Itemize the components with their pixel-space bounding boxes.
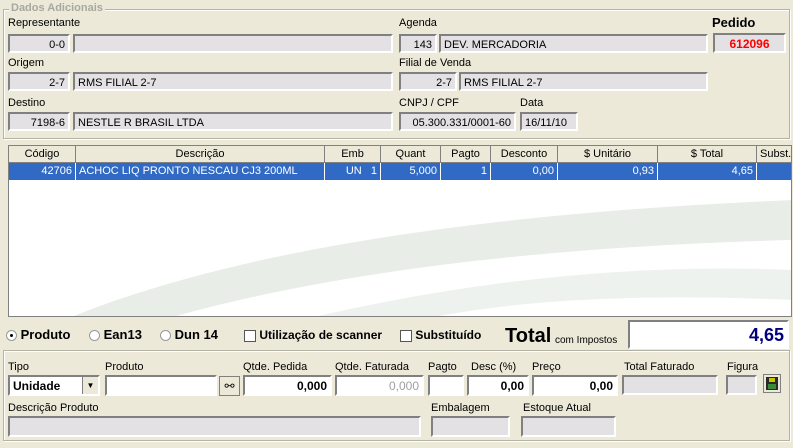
origem-label: Origem	[8, 57, 45, 69]
radio-ean13[interactable]: Ean13	[89, 327, 142, 342]
col-quant[interactable]: Quant	[381, 146, 441, 163]
cell-desconto: 0,00	[491, 163, 558, 180]
estoque-label: Estoque Atual	[523, 402, 591, 414]
produto-input[interactable]	[105, 375, 217, 396]
descricao-produto-field	[8, 416, 421, 437]
agenda-code: 143	[399, 34, 437, 53]
pagto-label: Pagto	[428, 361, 457, 373]
total-faturado-label: Total Faturado	[624, 361, 695, 373]
produto-label: Produto	[105, 361, 144, 373]
radio-icon	[160, 330, 171, 342]
dados-adicionais-legend: Dados Adicionais	[9, 2, 105, 14]
cell-subst	[757, 163, 791, 180]
radio-ean13-label: Ean13	[103, 327, 142, 342]
agenda-name: DEV. MERCADORIA	[439, 34, 708, 53]
radio-dun14-label: Dun 14	[174, 327, 218, 342]
total-sub-label: com Impostos	[555, 335, 618, 346]
qtde-pedida-label: Qtde. Pedida	[243, 361, 308, 373]
cnpj-label: CNPJ / CPF	[399, 97, 459, 109]
col-subst[interactable]: Subst.	[757, 146, 791, 163]
col-emb[interactable]: Emb	[325, 146, 381, 163]
agenda-label: Agenda	[399, 17, 437, 29]
pedido-label: Pedido	[712, 15, 756, 30]
cell-descricao: ACHOC LIQ PRONTO NESCAU CJ3 200ML	[76, 163, 325, 180]
radio-dun14[interactable]: Dun 14	[160, 327, 218, 342]
destino-code: 7198-6	[8, 112, 70, 131]
col-desconto[interactable]: Desconto	[491, 146, 558, 163]
total-faturado-field	[622, 375, 718, 395]
checkbox-icon	[244, 329, 256, 342]
dados-adicionais-group	[3, 9, 790, 139]
figura-field	[726, 375, 757, 395]
total-value: 4,65	[628, 320, 789, 349]
radio-selected-icon	[6, 330, 17, 342]
col-pagto[interactable]: Pagto	[441, 146, 491, 163]
cell-unitario: 0,93	[558, 163, 658, 180]
embalagem-field	[431, 416, 510, 437]
items-grid[interactable]: Código Descrição Emb Quant Pagto Descont…	[8, 145, 792, 317]
pedido-number: 612096	[713, 33, 786, 53]
estoque-field	[521, 416, 616, 437]
checkbox-icon	[400, 329, 412, 342]
tipo-select[interactable]: Unidade ▼	[8, 375, 100, 396]
representante-label: Representante	[8, 17, 81, 29]
data-label: Data	[520, 97, 544, 109]
col-total[interactable]: $ Total	[658, 146, 757, 163]
radio-produto-label: Produto	[20, 327, 71, 342]
col-descricao[interactable]: Descrição	[76, 146, 325, 163]
col-unitario[interactable]: $ Unitário	[558, 146, 658, 163]
embalagem-label: Embalagem	[431, 402, 490, 414]
qtde-faturada-label: Qtde. Faturada	[335, 361, 409, 373]
data-value: 16/11/10	[520, 112, 578, 131]
cell-total: 4,65	[658, 163, 757, 180]
cell-emb: UN 1	[325, 163, 381, 180]
filial-code: 2-7	[399, 72, 457, 91]
search-binoculars-icon[interactable]: ⚯	[219, 376, 240, 396]
origem-name: RMS FILIAL 2-7	[73, 72, 393, 91]
representante-name	[73, 34, 393, 53]
preco-label: Preço	[532, 361, 561, 373]
filial-name: RMS FILIAL 2-7	[459, 72, 708, 91]
destino-label: Destino	[8, 97, 46, 109]
cell-pagto: 1	[441, 163, 491, 180]
checkbox-scanner-label: Utilização de scanner	[259, 328, 383, 342]
checkbox-substituido-label: Substituído	[415, 328, 482, 342]
preco-input[interactable]: 0,00	[532, 375, 618, 396]
figura-label: Figura	[727, 361, 759, 373]
entry-group	[3, 350, 790, 441]
chevron-down-icon[interactable]: ▼	[82, 377, 98, 394]
destino-name: NESTLE R BRASIL LTDA	[73, 112, 393, 131]
save-floppy-icon[interactable]	[763, 374, 781, 393]
pagto-input[interactable]	[428, 375, 464, 396]
cnpj-value: 05.300.331/0001-60	[399, 112, 516, 131]
checkbox-scanner[interactable]: Utilização de scanner	[244, 328, 382, 342]
origem-code: 2-7	[8, 72, 70, 91]
representante-code: 0-0	[8, 34, 70, 53]
watermark-swoosh	[74, 200, 791, 316]
tipo-label: Tipo	[8, 361, 29, 373]
desc-label: Desc (%)	[471, 361, 517, 373]
col-codigo[interactable]: Código	[9, 146, 76, 163]
checkbox-substituido[interactable]: Substituído	[400, 328, 481, 342]
filial-label: Filial de Venda	[399, 57, 472, 69]
qtde-faturada-input: 0,000	[335, 375, 424, 396]
radio-icon	[89, 330, 100, 342]
cell-quant: 5,000	[381, 163, 441, 180]
cell-codigo: 42706	[9, 163, 76, 180]
tipo-select-value: Unidade	[13, 379, 61, 393]
qtde-pedida-input[interactable]: 0,000	[243, 375, 332, 396]
radio-produto[interactable]: Produto	[6, 327, 70, 342]
descricao-produto-label: Descrição Produto	[8, 402, 99, 414]
total-label: Total	[505, 325, 552, 347]
desc-input[interactable]: 0,00	[467, 375, 529, 396]
